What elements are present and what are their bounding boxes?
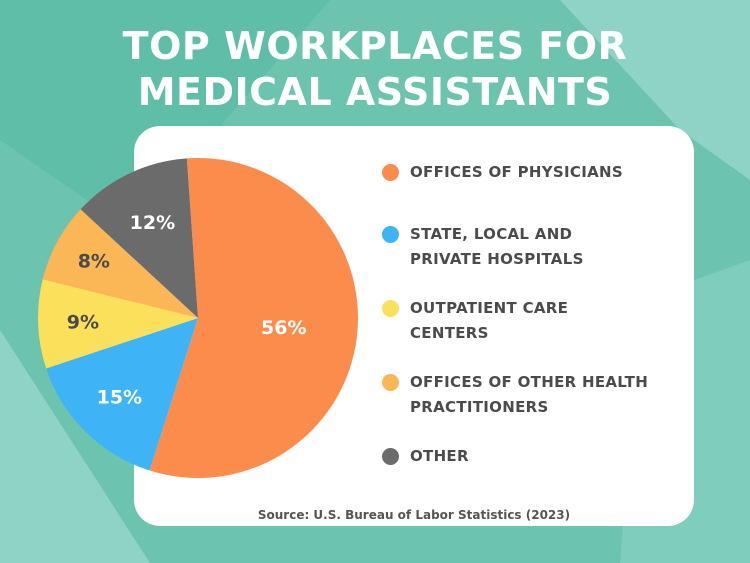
- legend-marker-2: [382, 226, 399, 243]
- pie-slice-label-4: 8%: [78, 251, 110, 273]
- legend-label-line: PRIVATE HOSPITALS: [410, 250, 584, 268]
- legend-label-line: CENTERS: [410, 324, 489, 342]
- legend-label-line: STATE, LOCAL AND: [410, 225, 573, 243]
- legend-marker-5: [382, 448, 399, 465]
- legend-label-line: OFFICES OF PHYSICIANS: [410, 163, 623, 181]
- chart-title-line-2: MEDICAL ASSISTANTS: [137, 70, 613, 114]
- legend-label-line: OFFICES OF OTHER HEALTH: [410, 373, 649, 391]
- chart-title-line-1: TOP WORKPLACES FOR: [122, 24, 628, 68]
- pie-slice-label-5: 12%: [130, 212, 175, 234]
- pie-slice-label-2: 15%: [97, 387, 142, 409]
- legend-marker-3: [382, 300, 399, 317]
- pie-slice-4: [42, 209, 198, 318]
- pie-slice-3: [37, 279, 198, 369]
- pie-slice-label-1: 56%: [261, 317, 306, 339]
- legend-label-line: OUTPATIENT CARE: [410, 299, 569, 317]
- legend-label-line: OTHER: [410, 447, 469, 465]
- pie-slice-label-3: 9%: [67, 311, 99, 333]
- legend-marker-1: [382, 164, 399, 181]
- legend-label-2: STATE, LOCAL AND PRIVATE HOSPITALS: [410, 222, 700, 272]
- legend-label-5: OTHER: [410, 444, 700, 469]
- legend-label-line: PRACTITIONERS: [410, 398, 549, 416]
- legend-label-3: OUTPATIENT CARE CENTERS: [410, 296, 700, 346]
- legend-label-4: OFFICES OF OTHER HEALTH PRACTITIONERS: [410, 370, 700, 420]
- pie-slice-1: [149, 158, 358, 479]
- legend-label-1: OFFICES OF PHYSICIANS: [410, 160, 700, 185]
- legend-marker-4: [382, 374, 399, 391]
- pie-slice-5: [80, 158, 198, 318]
- pie-slice-2: [46, 318, 198, 471]
- chart-source: Source: U.S. Bureau of Labor Statistics …: [257, 508, 571, 522]
